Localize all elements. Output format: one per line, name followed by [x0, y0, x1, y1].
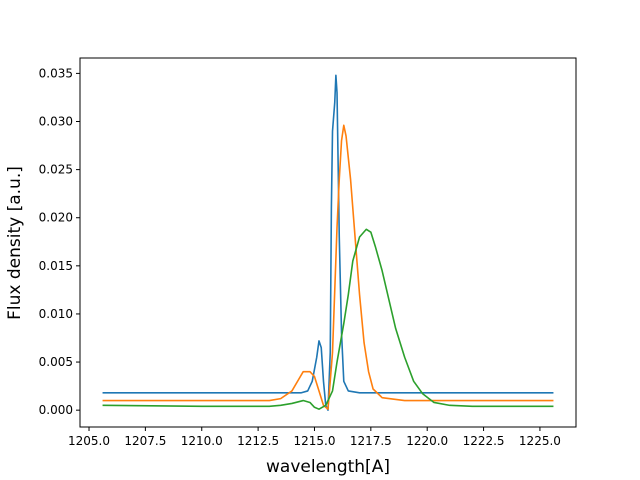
x-axis-title: wavelength[A]: [266, 457, 390, 477]
y-tick-label: 0.020: [39, 211, 73, 225]
x-tick-label: 1215.0: [293, 434, 335, 448]
series-line-1: [102, 74, 554, 411]
plot-frame: [79, 57, 577, 428]
series-layer: [102, 74, 554, 411]
y-tick-label: 0.030: [39, 115, 73, 129]
y-tick-label: 0.005: [39, 355, 73, 369]
plot-area-background: [80, 58, 576, 427]
series-line-3: [102, 228, 554, 410]
x-tick-label: 1220.0: [406, 434, 448, 448]
x-tick-label: 1217.5: [350, 434, 392, 448]
x-tick-label: 1207.5: [124, 434, 166, 448]
y-tick-label: 0.015: [39, 259, 73, 273]
y-axis: 0.000 0.005 0.010 0.015 0.020 0.025 0.030 0.035: [39, 66, 80, 417]
y-tick-label: 0.035: [39, 66, 73, 80]
x-tick-label: 1225.0: [519, 434, 561, 448]
series-line-2: [102, 124, 554, 410]
x-tick-label: 1210.0: [181, 434, 223, 448]
y-tick-label: 0.025: [39, 163, 73, 177]
x-axis: 1205.0 1207.5 1210.0 1212.5 1215.0 1217.5 1220…: [68, 427, 561, 448]
x-tick-label: 1212.5: [237, 434, 279, 448]
y-axis-title: Flux density [a.u.]: [5, 166, 25, 320]
x-tick-label: 1222.5: [463, 434, 505, 448]
y-tick-label: 0.000: [39, 403, 73, 417]
x-tick-label: 1205.0: [68, 434, 110, 448]
y-tick-label: 0.010: [39, 307, 73, 321]
